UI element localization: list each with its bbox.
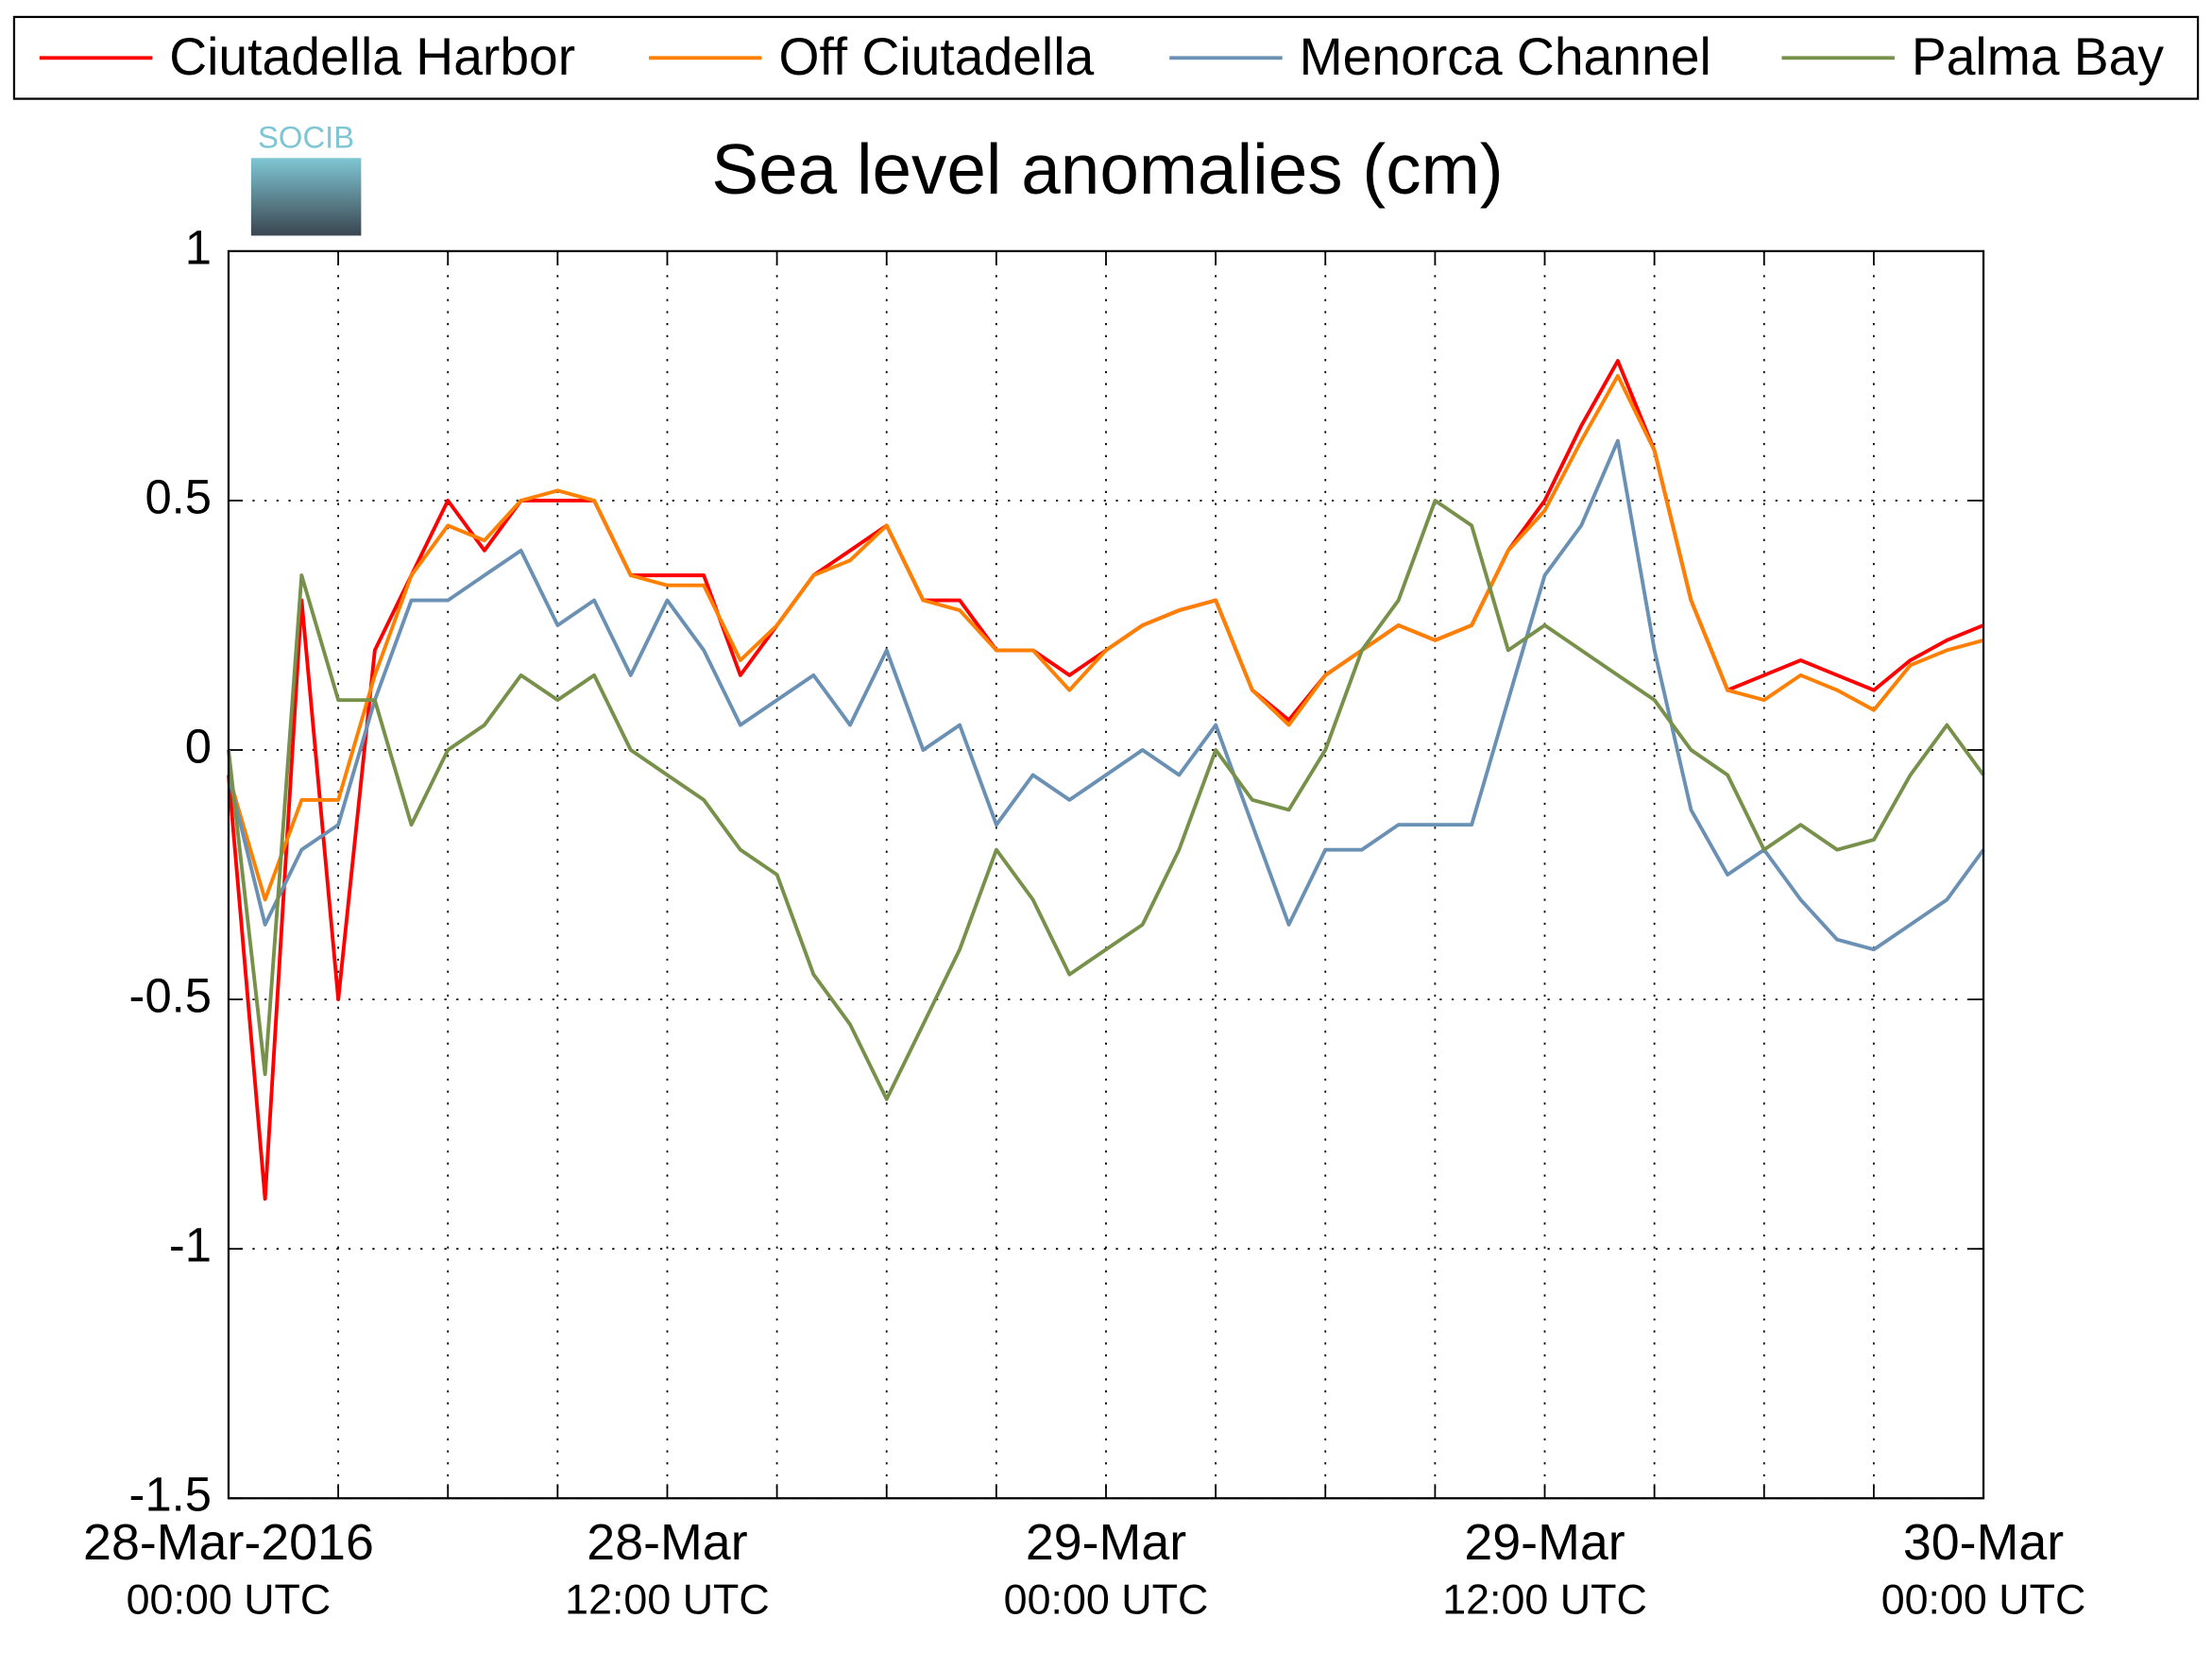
legend-label: Palma Bay [1912,27,2165,86]
x-tick-label: 00:00 UTC [1881,1576,2086,1624]
y-tick-label: -1.5 [129,1468,212,1522]
x-tick-label: 12:00 UTC [1442,1576,1647,1624]
series-line [227,373,1984,902]
y-tick-label: 0 [185,719,212,773]
legend-label: Menorca Channel [1300,27,1711,86]
series-line [227,499,1985,1101]
x-tick-label: 29-Mar [1026,1514,1186,1571]
x-tick-label: 00:00 UTC [1004,1576,1209,1624]
legend-label: Ciutadella Harbor [169,27,575,86]
x-tick-label: 28-Mar [587,1514,747,1571]
plot-frame [227,249,1985,1500]
x-tick-label: 30-Mar [1903,1514,2064,1571]
legend-label: Off Ciutadella [778,27,1094,86]
x-tick-label: 12:00 UTC [565,1576,770,1624]
chart-title: Sea level anomalies (cm) [711,129,1503,209]
y-tick-label: -0.5 [129,969,212,1023]
y-tick-label: 0.5 [145,469,212,523]
x-tick-label: 00:00 UTC [127,1576,332,1624]
logo-text: SOCIB [258,120,354,155]
x-tick-label: 29-Mar [1464,1514,1625,1571]
x-tick-label: 28-Mar-2016 [83,1514,374,1571]
logo-graphic [250,158,362,236]
series-line [227,438,1985,952]
y-tick-label: 1 [185,220,212,274]
y-tick-label: -1 [169,1218,212,1272]
